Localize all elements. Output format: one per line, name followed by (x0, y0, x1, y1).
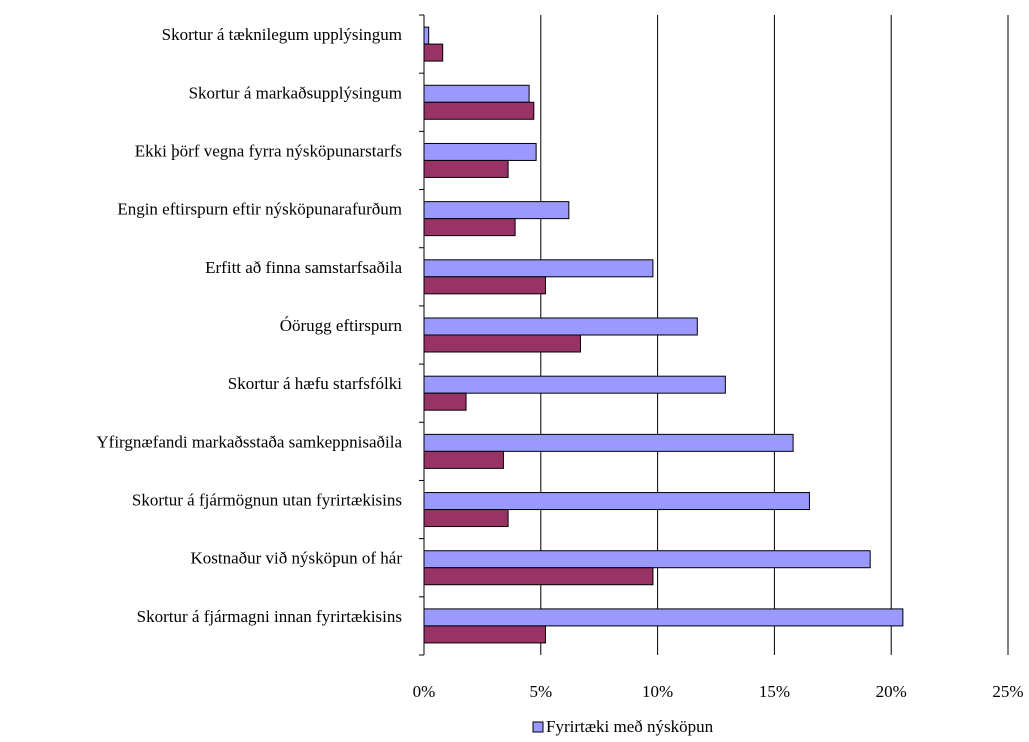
x-tick-label-2: 10% (642, 682, 673, 701)
bar-s2-2 (423, 159, 509, 178)
category-label-1: Skortur á markaðsupplýsingum (189, 83, 402, 102)
bar-s1-4 (423, 259, 654, 278)
bar-s2-7 (423, 450, 504, 469)
bar-s1-6 (423, 375, 726, 394)
bar-s1-7 (423, 433, 794, 452)
bar-s1-0 (423, 26, 430, 45)
bar-s2-10 (423, 625, 546, 644)
category-label-4: Erfitt að finna samstarfsaðila (205, 258, 402, 277)
bar-s1-3 (423, 201, 570, 220)
bar-s1-2 (423, 142, 537, 161)
x-tick-label-3: 15% (759, 682, 790, 701)
bar-s2-9 (423, 567, 654, 586)
legend: Fyrirtæki með nýsköpun (532, 717, 714, 736)
bar-s1-1 (423, 84, 530, 103)
x-tick-label-4: 20% (876, 682, 907, 701)
bar-s1-5 (423, 317, 698, 336)
category-label-9: Kostnaður við nýsköpun of hár (190, 549, 402, 568)
category-label-3: Engin eftirspurn eftir nýsköpunarafurðum (117, 200, 402, 219)
x-tick-label-1: 5% (529, 682, 552, 701)
category-label-10: Skortur á fjármagni innan fyrirtækisins (137, 607, 402, 626)
category-label-6: Skortur á hæfu starfsfólki (228, 374, 403, 393)
x-tick-label-5: 25% (992, 682, 1023, 701)
bar-s2-4 (423, 276, 546, 295)
bars (423, 26, 904, 644)
category-label-0: Skortur á tæknilegum upplýsingum (162, 25, 402, 44)
legend-label-series-1: Fyrirtæki með nýsköpun (546, 717, 714, 736)
bar-s1-9 (423, 550, 871, 569)
bar-s2-6 (423, 392, 467, 411)
category-label-5: Óörugg eftirspurn (280, 316, 403, 335)
category-label-2: Ekki þörf vegna fyrra nýsköpunarstarfs (135, 141, 402, 160)
category-label-7: Yfirgnæfandi markaðsstaða samkeppnisaðil… (96, 432, 402, 451)
x-tick-labels: 0% 5% 10% 15% 20% 25% (413, 682, 1024, 701)
axes (419, 14, 425, 656)
category-labels: Skortur á tæknilegum upplýsingum Skortur … (96, 25, 402, 626)
category-label-8: Skortur á fjármögnun utan fyrirtækisins (132, 491, 402, 510)
bar-s2-8 (423, 509, 509, 528)
x-tick-label-0: 0% (413, 682, 436, 701)
bar-s2-5 (423, 334, 582, 353)
bar-s1-8 (423, 492, 810, 511)
gridlines (540, 15, 1009, 655)
bar-s2-3 (423, 218, 516, 237)
bar-s1-10 (423, 608, 904, 627)
bar-s2-0 (423, 43, 444, 62)
legend-swatch-series-1 (532, 721, 544, 733)
bar-s2-1 (423, 101, 535, 120)
